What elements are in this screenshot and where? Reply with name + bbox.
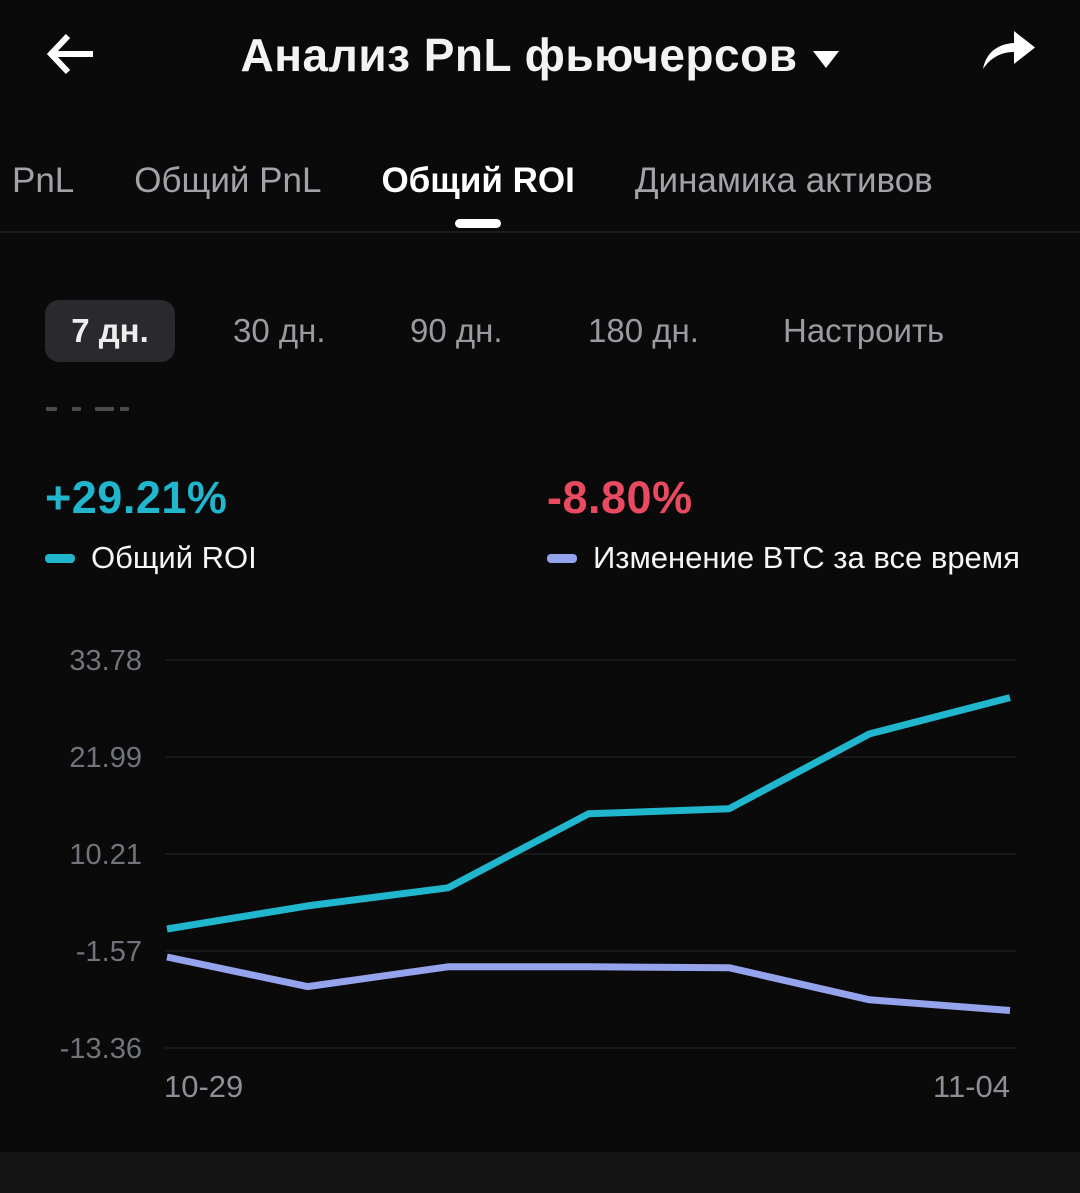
svg-text:10.21: 10.21: [69, 839, 142, 871]
period-90d[interactable]: 90 дн.: [410, 312, 503, 349]
tab-total-roi[interactable]: Общий ROI: [381, 130, 575, 231]
share-button[interactable]: [978, 22, 1040, 84]
svg-text:-1.57: -1.57: [76, 936, 142, 968]
header: Анализ PnL фьючерсов: [0, 0, 1080, 118]
roi-legend-swatch: [45, 553, 75, 563]
back-button[interactable]: [40, 26, 100, 82]
roi-value: +29.21%: [45, 472, 228, 523]
btc-value: -8.80%: [547, 472, 693, 523]
share-icon: [983, 31, 1035, 69]
tab-label: PnL: [12, 160, 75, 200]
arrow-left-icon: [46, 33, 93, 75]
period-7d[interactable]: 7 дн.: [45, 300, 175, 362]
tab-pnl[interactable]: PnL: [12, 130, 74, 231]
divider: [0, 231, 1080, 233]
tab-total-pnl[interactable]: Общий PnL: [134, 130, 321, 231]
btc-stat: -8.80% Изменение BTC за все время: [547, 472, 1020, 576]
period-180d[interactable]: 180 дн.: [588, 312, 699, 349]
svg-text:10-29: 10-29: [164, 1069, 243, 1104]
active-tab-indicator: [455, 219, 502, 228]
svg-text:11-04: 11-04: [933, 1069, 1010, 1104]
period-custom[interactable]: Настроить: [783, 312, 945, 349]
chevron-down-icon: [813, 50, 840, 68]
svg-text:33.78: 33.78: [69, 645, 142, 677]
roi-stat: +29.21% Общий ROI: [45, 472, 257, 576]
period-selector: 7 дн. 30 дн. 90 дн. 180 дн. Настроить: [0, 300, 1080, 362]
tab-asset-dynamics[interactable]: Динамика активов: [635, 130, 933, 231]
clipped-text-artifact: [0, 407, 540, 412]
svg-text:21.99: 21.99: [69, 742, 142, 774]
tab-label: Динамика активов: [634, 160, 933, 200]
tab-bar: PnL Общий PnL Общий ROI Динамика активов: [0, 130, 1080, 231]
btc-legend-swatch: [547, 553, 577, 563]
btc-legend: Изменение BTC за все время: [547, 540, 1020, 576]
next-section-strip: [0, 1152, 1080, 1193]
period-30d[interactable]: 30 дн.: [233, 312, 326, 349]
roi-legend-label: Общий ROI: [91, 540, 257, 575]
svg-text:-13.36: -13.36: [60, 1033, 142, 1065]
btc-legend-label: Изменение BTC за все время: [593, 540, 1020, 575]
title-dropdown[interactable]: Анализ PnL фьючерсов: [0, 0, 1080, 110]
page-title: Анализ PnL фьючерсов: [240, 29, 798, 81]
tab-label: Общий ROI: [381, 160, 575, 200]
roi-chart-svg[interactable]: 33.78 21.99 10.21 -1.57 -13.36 10-29 11-04: [0, 630, 1080, 1120]
roi-chart[interactable]: 33.78 21.99 10.21 -1.57 -13.36 10-29 11-04: [0, 630, 1080, 1120]
tab-label: Общий PnL: [134, 160, 322, 200]
roi-legend: Общий ROI: [45, 540, 257, 576]
